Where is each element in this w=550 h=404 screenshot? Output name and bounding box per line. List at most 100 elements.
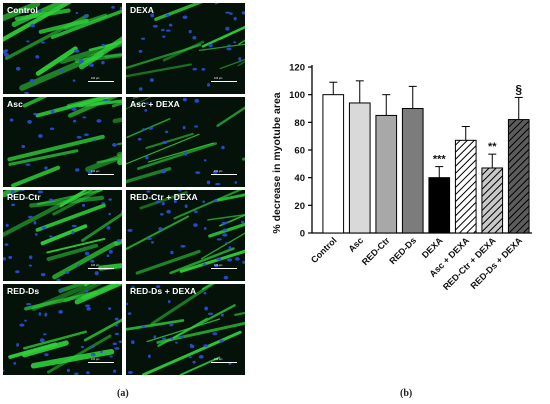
nucleus — [86, 371, 90, 375]
nucleus — [84, 304, 91, 307]
nucleus — [59, 289, 64, 292]
nucleus — [156, 200, 160, 204]
y-tick-label: 60 — [294, 146, 305, 157]
nucleus — [119, 6, 122, 10]
nucleus — [59, 69, 64, 73]
scale-bar: 100 μm — [211, 170, 237, 179]
nucleus — [165, 29, 171, 32]
nucleus — [203, 344, 209, 348]
nucleus — [194, 98, 200, 103]
nucleus — [80, 345, 85, 349]
myotube — [29, 195, 105, 208]
nucleus — [224, 242, 229, 245]
nucleus — [76, 135, 82, 139]
nucleus — [78, 59, 84, 64]
nucleus — [111, 5, 115, 9]
nucleus — [19, 323, 25, 327]
nucleus — [148, 126, 154, 130]
nucleus — [194, 125, 199, 128]
scale-label: 100 μm — [91, 264, 100, 267]
bar — [348, 102, 371, 234]
nucleus — [192, 67, 198, 71]
myotube — [126, 118, 171, 139]
micrograph-image — [126, 3, 245, 94]
nucleus — [170, 250, 174, 255]
myotube — [74, 53, 122, 63]
nucleus — [106, 226, 111, 230]
nucleus — [43, 333, 47, 336]
nucleus — [89, 63, 94, 67]
nucleus — [216, 257, 222, 261]
x-tick-label: Asc — [346, 235, 365, 254]
myotube — [201, 25, 245, 48]
nucleus — [114, 324, 119, 327]
y-tick-label: 120 — [289, 63, 305, 74]
micrograph-asc: Asc 100 μm — [3, 97, 122, 187]
nucleus — [208, 43, 213, 48]
nucleus — [74, 372, 79, 375]
micrograph-image — [126, 284, 245, 375]
nucleus — [40, 273, 46, 277]
nucleus — [164, 130, 169, 134]
micrograph-label: Asc + DEXA — [130, 99, 180, 109]
significance-label: ** — [488, 141, 497, 153]
nucleus — [27, 119, 32, 124]
nucleus — [3, 52, 10, 57]
nucleus — [137, 137, 142, 141]
nucleus — [10, 190, 15, 194]
myotube — [146, 318, 221, 343]
scale-bar: 100 μm — [88, 264, 114, 273]
micrograph-asc-dexa: Asc + DEXA 100 μm — [126, 97, 245, 187]
nucleus — [225, 26, 230, 31]
micrograph-label: Control — [7, 5, 38, 15]
micrograph-label: Asc — [7, 99, 23, 109]
nucleus — [103, 98, 109, 102]
myotube — [126, 97, 152, 110]
nucleus — [178, 190, 182, 192]
myotube — [88, 40, 122, 52]
micrograph-label: RED-Ds — [7, 286, 40, 296]
nucleus — [75, 11, 79, 15]
nucleus — [131, 286, 135, 289]
myotube — [8, 342, 58, 359]
scale-label: 100 μm — [91, 77, 100, 80]
nucleus — [108, 198, 112, 201]
nucleus — [226, 258, 233, 262]
micrograph-dexa: DEXA 100 μm — [126, 3, 245, 94]
myotube — [35, 46, 78, 76]
scale-bar: 100 μm — [211, 264, 237, 273]
micrograph-image — [3, 97, 122, 187]
myotube — [200, 232, 245, 260]
nucleus — [114, 347, 120, 350]
myotube — [215, 193, 245, 202]
nucleus — [118, 340, 122, 343]
nucleus — [28, 255, 33, 260]
nucleus — [213, 199, 218, 203]
micrograph-grid: Control 100 μm DEXA 100 μm Asc 100 μm As… — [3, 3, 245, 375]
nucleus — [15, 66, 21, 71]
micrograph-image — [126, 190, 245, 281]
nucleus — [49, 198, 53, 202]
nucleus — [192, 36, 197, 40]
nucleus — [25, 163, 31, 166]
nucleus — [113, 369, 117, 373]
nucleus — [225, 11, 231, 14]
scale-bar: 100 μm — [211, 77, 237, 86]
nucleus — [198, 355, 204, 359]
nucleus — [101, 60, 105, 65]
nucleus — [179, 335, 185, 339]
bar — [401, 108, 424, 234]
nucleus — [13, 361, 17, 365]
micrograph-label: RED-Ds + DEXA — [130, 286, 197, 296]
nucleus — [238, 57, 242, 61]
nucleus — [182, 97, 187, 102]
nucleus — [37, 190, 44, 194]
nucleus — [188, 356, 192, 359]
nucleus — [160, 212, 164, 216]
nucleus — [72, 79, 76, 82]
nucleus — [150, 13, 155, 18]
myotube — [126, 133, 200, 165]
nucleus — [155, 285, 161, 289]
micrograph-red-ctr-dexa: RED-Ctr + DEXA 100 μm — [126, 190, 245, 281]
nucleus — [207, 83, 211, 87]
